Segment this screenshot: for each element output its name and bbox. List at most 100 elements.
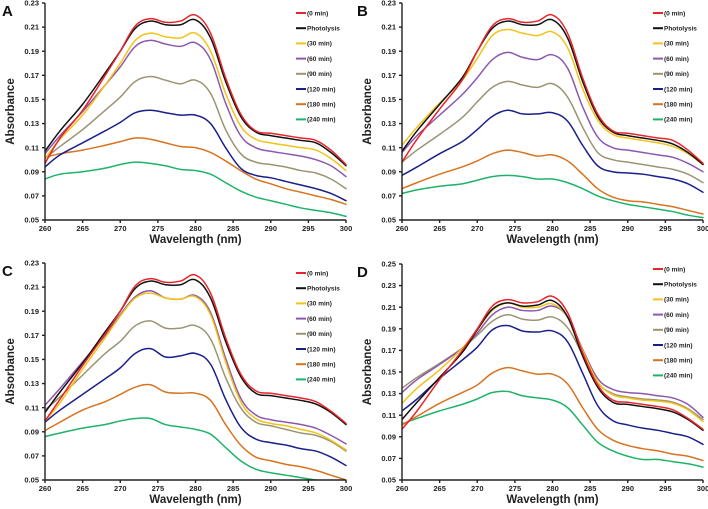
legend-label: (30 min)	[307, 301, 332, 308]
x-tick-label: 260	[396, 484, 409, 493]
x-tick-label: 270	[114, 484, 127, 493]
x-tick-label: 290	[621, 224, 634, 233]
legend-item: (30 min)	[653, 41, 689, 48]
y-tick-label: 0.15	[381, 368, 396, 377]
y-tick-label: 0.17	[381, 346, 396, 355]
y-tick-label: 0.11	[382, 411, 396, 420]
legend-item: Photolysis	[653, 26, 697, 33]
legend-label: (240 min)	[664, 373, 693, 380]
x-tick-label: 295	[659, 224, 672, 233]
series-line-240-min	[402, 390, 704, 468]
x-tick-label: 295	[302, 224, 315, 233]
series-line-30-min	[45, 292, 347, 451]
series-line-120-min	[402, 109, 704, 194]
y-tick-label: 0.05	[381, 216, 396, 225]
y-tick-label: 0.17	[381, 71, 396, 80]
x-tick-label: 270	[471, 484, 484, 493]
x-tick-label: 295	[302, 484, 315, 493]
series-line-120-min	[45, 347, 347, 467]
legend-item: (0 min)	[653, 10, 685, 17]
legend-item: (180 min)	[653, 358, 693, 365]
series-group	[45, 273, 347, 480]
y-tick-label: 0.19	[24, 47, 39, 56]
legend-item: (0 min)	[296, 270, 328, 277]
legend-label: (180 min)	[307, 362, 336, 369]
series-line-240-min	[402, 174, 704, 219]
legend-label: Photolysis	[664, 282, 697, 289]
y-tick-label: 0.21	[381, 303, 396, 312]
x-tick-label: 260	[39, 224, 52, 233]
legend-item: (90 min)	[653, 327, 689, 334]
legend-label: Photolysis	[307, 26, 340, 33]
series-line-240-min	[45, 417, 325, 480]
legend-item: (0 min)	[296, 10, 328, 17]
x-tick-label: 285	[227, 224, 240, 233]
y-tick-label: 0.09	[381, 167, 396, 176]
y-tick-label: 0.17	[24, 331, 39, 340]
y-tick-label: 0.07	[381, 454, 396, 463]
y-tick-label: 0.09	[381, 432, 396, 441]
legend-item: (240 min)	[296, 377, 336, 384]
x-tick-label: 270	[114, 224, 127, 233]
series-line-photolysis	[45, 278, 347, 426]
series-line-120-min	[45, 109, 347, 202]
y-tick-label: 0.13	[381, 389, 396, 398]
y-tick-label: 0.21	[24, 283, 39, 292]
panel-d: D 0.05 0.07 0.09 0.11 0.13 0.15 0.17 0.19 0.21 0.2…	[357, 260, 708, 506]
series-line-180-min	[402, 366, 704, 462]
x-tick-label: 295	[659, 484, 672, 493]
series-line-180-min	[402, 149, 704, 215]
legend-item: (60 min)	[296, 56, 332, 63]
y-tick-label: 0.19	[24, 307, 39, 316]
legend-item: Photolysis	[296, 26, 340, 33]
legend-item: (0 min)	[653, 266, 685, 273]
series-line-0-min	[402, 295, 704, 430]
legend: (0 min) Photolysis (30 min) (60 min) (90 min…	[653, 10, 697, 124]
y-tick-label: 0.21	[381, 23, 396, 32]
x-tick-label: 260	[39, 484, 52, 493]
y-axis-title: Absorbance	[362, 339, 374, 405]
y-tick-label: 0.07	[381, 191, 396, 200]
legend-label: (0 min)	[664, 10, 685, 17]
x-tick-label: 265	[76, 224, 89, 233]
y-tick-label: 0.11	[25, 403, 39, 412]
legend-label: (90 min)	[664, 71, 689, 78]
series-line-60-min	[402, 51, 704, 173]
y-tick-label: 0.25	[381, 260, 396, 269]
legend-label: (60 min)	[664, 56, 689, 63]
y-tick-label: 0.11	[382, 143, 396, 152]
y-tick-label: 0.15	[24, 355, 39, 364]
panel-a: A 0.05 0.07 0.09 0.11 0.13 0.15 0.17 0.19 0.21 0.2…	[2, 0, 352, 246]
series-line-180-min	[45, 383, 347, 480]
x-tick-label: 260	[396, 224, 409, 233]
legend-label: Photolysis	[664, 26, 697, 33]
legend-label: (90 min)	[664, 327, 689, 334]
legend-item: (120 min)	[296, 86, 336, 93]
legend-label: (30 min)	[664, 297, 689, 304]
legend-item: (180 min)	[296, 102, 336, 109]
legend-item: (240 min)	[653, 117, 693, 124]
legend-label: (90 min)	[307, 331, 332, 338]
legend-item: (240 min)	[653, 373, 693, 380]
legend-item: (90 min)	[296, 71, 332, 78]
series-line-240-min	[45, 161, 347, 218]
series-group	[402, 13, 704, 219]
x-tick-label: 275	[509, 224, 522, 233]
x-tick-label: 275	[152, 484, 165, 493]
panel-letter: D	[357, 264, 368, 281]
x-tick-label: 285	[584, 484, 597, 493]
panel-c: C 0.05 0.07 0.09 0.11 0.13 0.15 0.17 0.19 0.21 0.2…	[2, 259, 352, 506]
x-tick-label: 280	[546, 224, 559, 233]
legend: (0 min) Photolysis (30 min) (60 min) (90 min…	[653, 266, 697, 380]
legend-label: (30 min)	[664, 41, 689, 48]
series-line-90-min	[45, 75, 347, 190]
x-tick-label: 285	[227, 484, 240, 493]
series-line-photolysis	[402, 18, 704, 166]
legend-item: (180 min)	[296, 362, 336, 369]
series-line-90-min	[45, 320, 347, 452]
legend-label: (120 min)	[664, 342, 693, 349]
series-line-120-min	[402, 324, 704, 446]
x-tick-label: 280	[546, 484, 559, 493]
series-line-photolysis	[45, 18, 347, 167]
series-group	[45, 13, 347, 218]
